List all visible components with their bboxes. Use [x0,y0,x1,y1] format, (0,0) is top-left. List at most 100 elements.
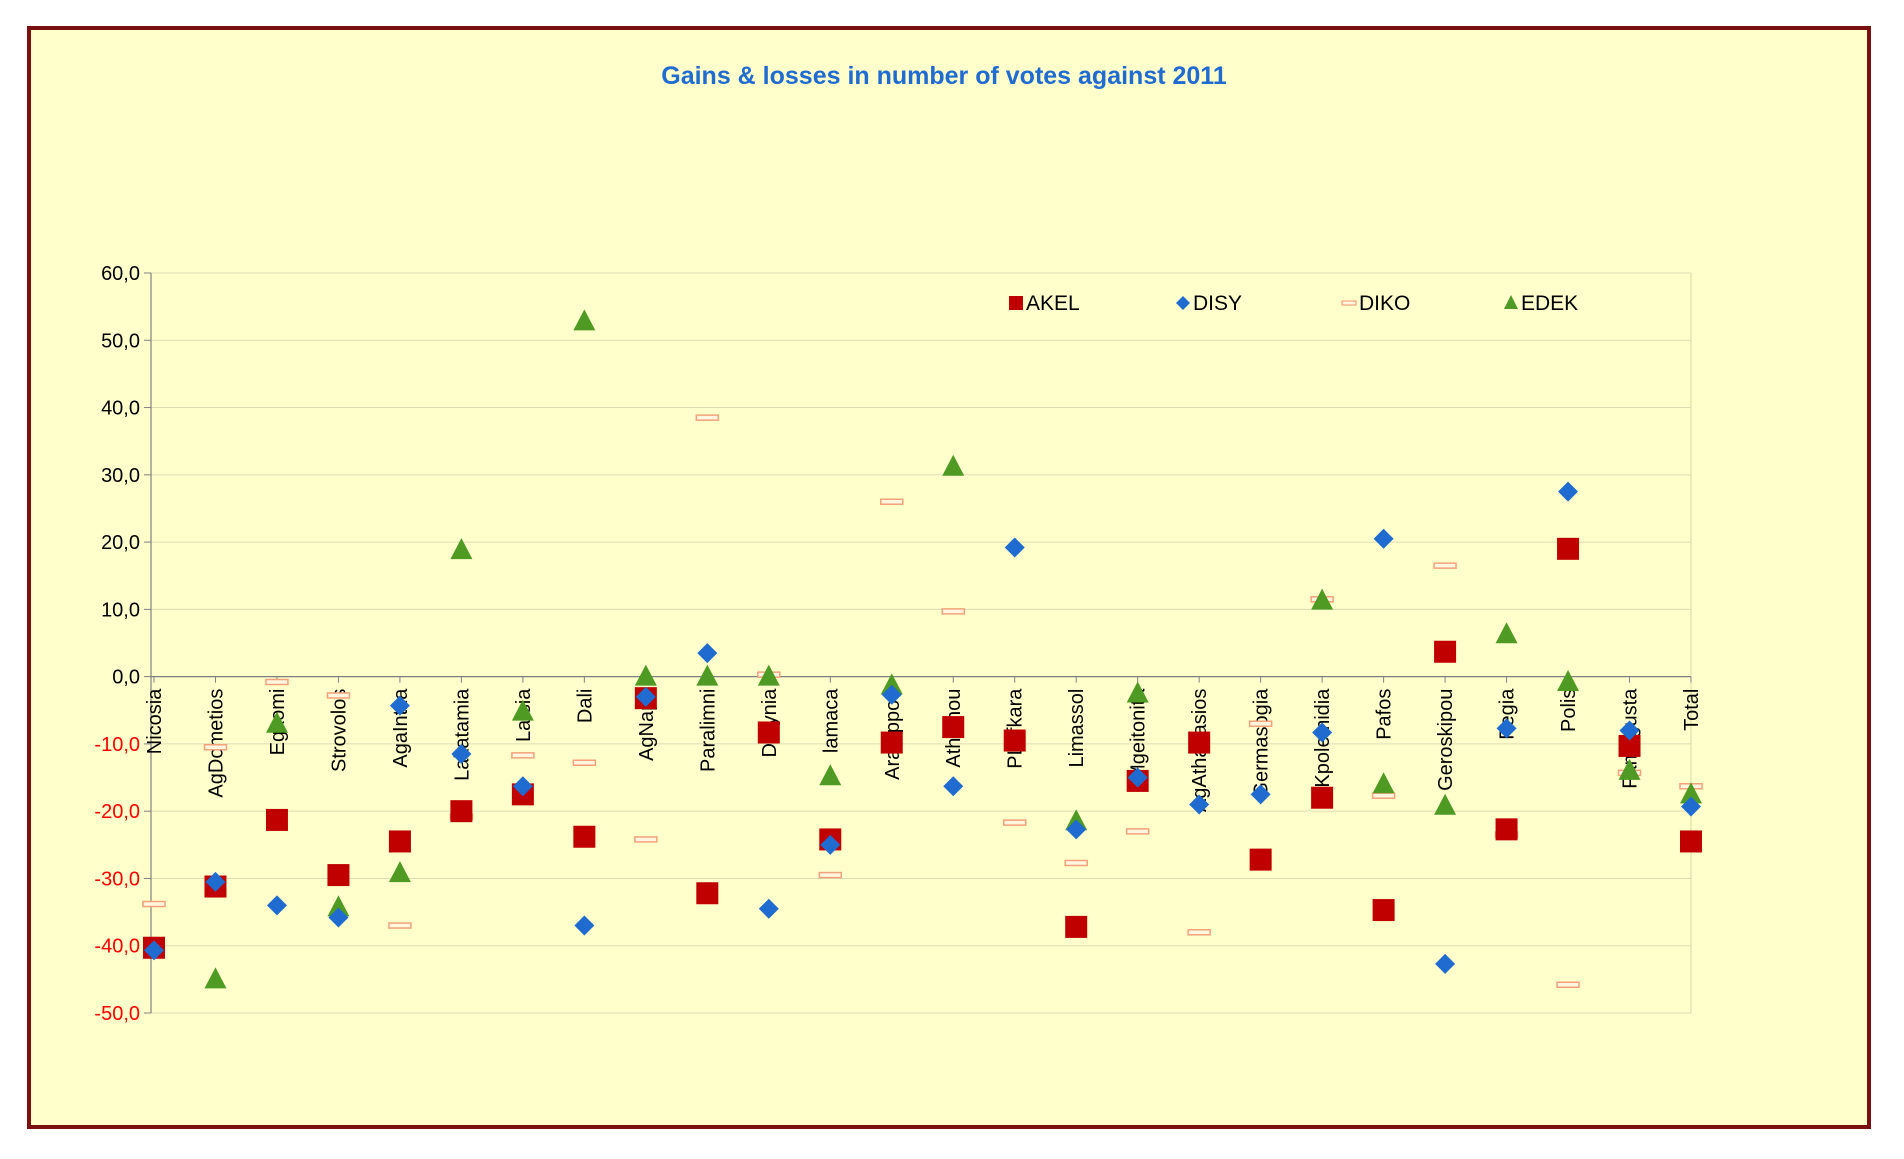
data-point-disy [820,834,841,855]
data-point-disy [451,744,472,764]
data-point-akel [1249,848,1272,871]
data-point-disy [389,695,410,716]
data-point-disy [1189,794,1210,815]
data-point-akel [1372,899,1395,922]
data-point-disy [943,776,964,797]
data-point-edek [1495,622,1518,644]
y-tick-label: 0,0 [112,667,140,689]
legend-marker-disy [1176,296,1190,310]
data-point-diko [1002,819,1027,826]
y-tick-label: 10,0 [101,599,140,621]
data-point-akel [880,731,903,754]
x-category-label: Germasogia [1251,688,1273,798]
data-point-diko [511,752,535,759]
x-category-label: Pafos [1374,689,1396,740]
y-axis-ticks: 60,0 50,0 40,0 30,0 20,0 10,0 0,0 -10,0 -20,0 -30… [94,263,140,1025]
data-point-edek [1618,758,1641,780]
x-category-label: lamaca [820,688,842,753]
data-point-edek [204,967,227,989]
data-point-akel [573,825,596,848]
data-point-edek [1680,782,1702,804]
data-point-diko [326,692,351,699]
data-point-edek [511,699,534,721]
chart-title: Gains & losses in number of votes agains… [661,62,1227,90]
x-category-label: Polis [1558,689,1580,732]
data-point-disy [1681,796,1701,817]
data-point-disy [1619,720,1640,741]
data-point-akel [1003,729,1026,752]
legend-label-akel: AKEL [1026,292,1080,315]
data-point-disy [1558,481,1579,502]
data-point-diko [572,759,597,766]
data-point-disy [266,895,287,916]
data-point-disy [1066,819,1087,840]
data-point-akel [696,882,719,905]
data-point-edek [757,664,780,686]
data-point-disy [1496,718,1517,739]
legend-marker-edek [1504,295,1518,309]
data-point-disy [881,684,902,705]
data-point-disy [1127,767,1148,788]
data-point-diko [1248,720,1273,727]
data-point-disy [1312,722,1333,743]
data-point-diko [1556,981,1580,988]
data-point-edek [1372,772,1395,794]
data-point-akel [265,808,288,831]
x-category-label: Nicosia [144,688,166,754]
data-point-diko [634,836,658,843]
data-point-diko [1433,562,1457,569]
data-point-edek [573,309,596,331]
data-point-akel [1434,640,1457,663]
legend-marker-akel [1009,296,1023,310]
x-category-label: AgDometios [205,689,227,798]
data-point-edek [327,895,350,917]
data-point-edek [1311,588,1334,610]
data-point-akel [1618,734,1641,757]
x-category-label: Total [1681,689,1703,731]
data-point-disy [205,871,226,892]
x-axis-category-labels: NicosiaAgDometiosEgkomiStrovolosAgaIntza… [144,676,1703,812]
data-point-edek [1434,793,1457,815]
x-category-label: Lakatamia [451,688,473,781]
y-tick-label: 20,0 [101,532,140,554]
data-point-disy [574,915,595,936]
y-tick-label: -20,0 [94,801,140,823]
data-point-edek [450,538,473,560]
data-point-disy [758,898,779,919]
data-point-akel [1065,915,1088,938]
y-tick-label: -50,0 [94,1003,140,1025]
data-point-diko [941,608,965,615]
legend-label-disy: DISY [1193,292,1242,315]
data-point-diko [1064,859,1088,867]
plot-background [150,272,1692,1014]
data-point-diko [203,744,228,751]
data-point-akel [1680,830,1702,853]
data-point-akel [388,830,411,853]
data-point-diko [142,900,166,908]
data-point-akel [450,800,473,823]
data-point-diko [818,871,843,879]
data-point-disy [512,776,533,797]
data-point-edek [880,673,903,695]
legend: AKEL DISY DIKO EDEK [1009,292,1578,315]
data-point-edek [265,711,288,733]
data-point-akel [327,864,350,887]
data-point-edek [819,764,842,786]
data-point-edek [942,454,965,476]
data-point-diko [1371,792,1396,799]
data-points [142,309,1703,989]
data-point-akel [1495,818,1518,841]
data-point-diko [388,922,412,929]
y-tick-label: 40,0 [101,398,140,420]
y-tick-label: -10,0 [94,734,140,756]
y-tick-label: 50,0 [101,330,140,352]
x-category-label: Strovolos [328,689,350,772]
data-point-edek [634,664,657,686]
legend-label-diko: DIKO [1359,292,1410,315]
data-point-diko [265,678,289,686]
y-tick-label: 30,0 [101,465,140,487]
x-category-label: Paralimni [697,689,719,772]
data-point-akel [1188,731,1211,754]
chart-frame: Gains & losses in number of votes agains… [27,26,1871,1129]
legend-label-edek: EDEK [1521,292,1578,315]
